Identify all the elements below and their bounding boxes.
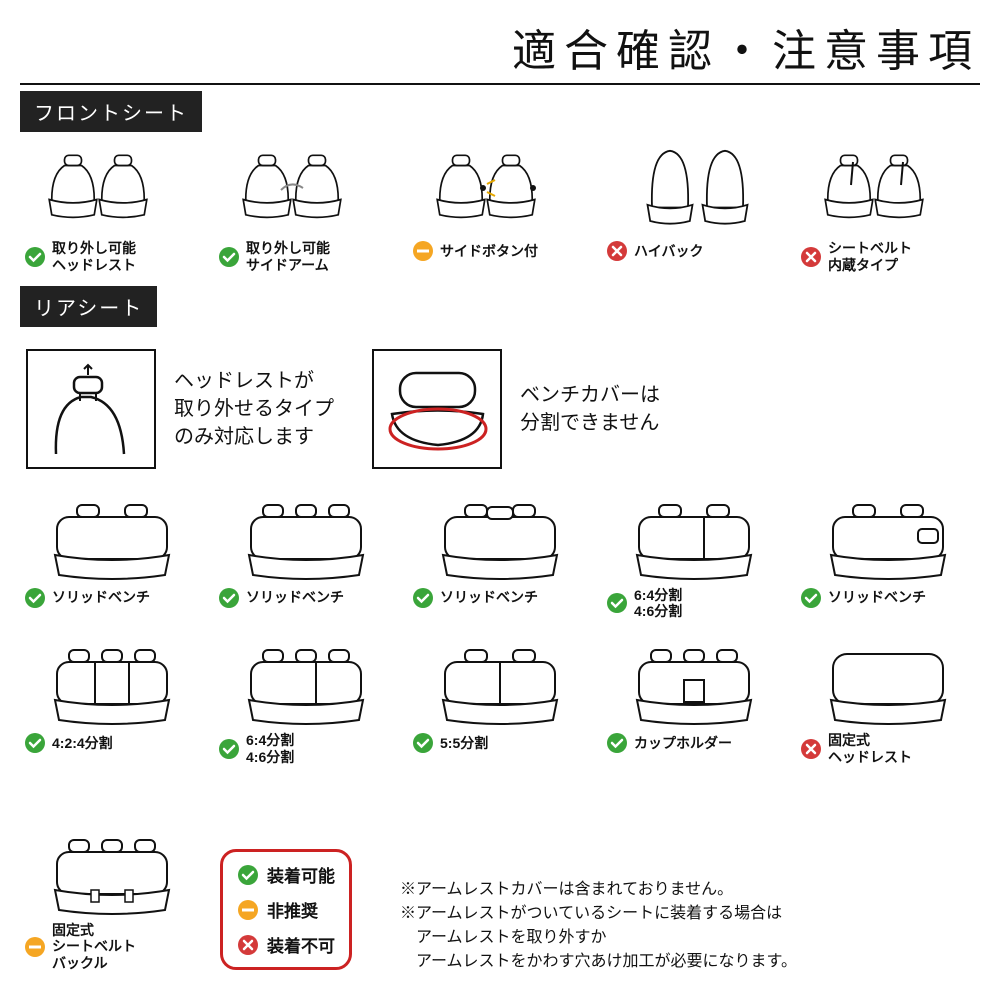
front-item: サイドボタン付 (408, 140, 592, 274)
seat-icon (818, 632, 958, 732)
rear-item: カップホルダー (602, 632, 786, 766)
legend-warn: 非推奨 (237, 897, 335, 922)
rear-item: ソリッドベンチ (796, 487, 980, 621)
item-label: 取り外し可能 ヘッドレスト (52, 240, 136, 274)
seat-icon (624, 140, 764, 240)
item-label: 取り外し可能 サイドアーム (246, 240, 330, 274)
seat-icon (236, 487, 376, 587)
rear-row-2: 4:2:4分割 6:4分割 4:6分割 5:5分割 カップホルダー 固定式 ヘッ… (20, 632, 980, 766)
front-item: 取り外し可能 ヘッドレスト (20, 140, 204, 274)
check-icon (24, 246, 46, 268)
item-label: 固定式 シートベルト バックル (52, 922, 136, 972)
front-item: ハイバック (602, 140, 786, 274)
seat-icon (624, 632, 764, 732)
seat-icon (42, 140, 182, 240)
info-box-left (26, 349, 156, 469)
section-front-label: フロントシート (20, 91, 202, 132)
seat-icon (430, 140, 570, 240)
seat-icon (430, 487, 570, 587)
check-icon (237, 864, 259, 886)
rear-item: 固定式 ヘッドレスト (796, 632, 980, 766)
legend-label: 装着可能 (267, 862, 335, 887)
bottom-item: 固定式 シートベルト バックル (20, 822, 204, 972)
item-label: シートベルト 内蔵タイプ (828, 240, 912, 274)
check-icon (218, 246, 240, 268)
rear-item: ソリッドベンチ (214, 487, 398, 621)
legend-ok: 装着可能 (237, 862, 335, 887)
item-label: ハイバック (634, 243, 703, 260)
no-icon (800, 246, 822, 268)
no-icon (800, 738, 822, 760)
item-label: 6:4分割 4:6分割 (246, 732, 294, 766)
seat-icon (236, 140, 376, 240)
rear-item: 6:4分割 4:6分割 (214, 632, 398, 766)
rear-item: ソリッドベンチ (408, 487, 592, 621)
rear-row-1: ソリッドベンチ ソリッドベンチ ソリッドベンチ 6:4分割 4:6分割 ソリッド… (20, 487, 980, 621)
check-icon (412, 587, 434, 609)
check-icon (24, 587, 46, 609)
item-label: 4:2:4分割 (52, 735, 113, 752)
section-rear-label: リアシート (20, 286, 157, 327)
item-label: 5:5分割 (440, 735, 488, 752)
rear-info-row: ヘッドレストが 取り外せるタイプ のみ対応します ベンチカバーは 分割できません (26, 349, 980, 469)
item-label: ソリッドベンチ (246, 589, 344, 606)
seat-icon (42, 632, 182, 732)
info-text-right: ベンチカバーは 分割できません (520, 381, 660, 437)
rear-item: 6:4分割 4:6分割 (602, 487, 786, 621)
warn-icon (412, 240, 434, 262)
notes-text: ※アームレストカバーは含まれておりません。 ※アームレストがついているシートに装… (400, 878, 797, 974)
item-label: ソリッドベンチ (52, 589, 150, 606)
legend-label: 装着不可 (267, 932, 335, 957)
item-label: サイドボタン付 (440, 243, 538, 260)
front-item: 取り外し可能 サイドアーム (214, 140, 398, 274)
no-icon (237, 934, 259, 956)
item-label: カップホルダー (634, 735, 732, 752)
seat-icon (818, 140, 958, 240)
info-text-left: ヘッドレストが 取り外せるタイプ のみ対応します (174, 367, 334, 451)
check-icon (218, 587, 240, 609)
page-title: 適合確認・注意事項 (20, 15, 980, 79)
legend-no: 装着不可 (237, 932, 335, 957)
seat-icon (42, 822, 182, 922)
rear-item: 5:5分割 (408, 632, 592, 766)
divider (20, 83, 980, 85)
item-label: 6:4分割 4:6分割 (634, 587, 682, 621)
check-icon (606, 592, 628, 614)
check-icon (24, 732, 46, 754)
seat-icon (42, 487, 182, 587)
legend-box: 装着可能 非推奨 装着不可 (220, 849, 352, 970)
legend-label: 非推奨 (267, 897, 318, 922)
seat-icon (624, 487, 764, 587)
front-row: 取り外し可能 ヘッドレスト 取り外し可能 サイドアーム サイドボタン付 ハイバッ… (20, 140, 980, 274)
seat-icon (430, 632, 570, 732)
check-icon (218, 738, 240, 760)
check-icon (606, 732, 628, 754)
warn-icon (237, 899, 259, 921)
warn-icon (24, 936, 46, 958)
item-label: 固定式 ヘッドレスト (828, 732, 912, 766)
check-icon (800, 587, 822, 609)
item-label: ソリッドベンチ (828, 589, 926, 606)
seat-icon (236, 632, 376, 732)
rear-item: 4:2:4分割 (20, 632, 204, 766)
info-box-right (372, 349, 502, 469)
item-label: ソリッドベンチ (440, 589, 538, 606)
check-icon (412, 732, 434, 754)
seat-icon (818, 487, 958, 587)
front-item: シートベルト 内蔵タイプ (796, 140, 980, 274)
rear-item: ソリッドベンチ (20, 487, 204, 621)
no-icon (606, 240, 628, 262)
